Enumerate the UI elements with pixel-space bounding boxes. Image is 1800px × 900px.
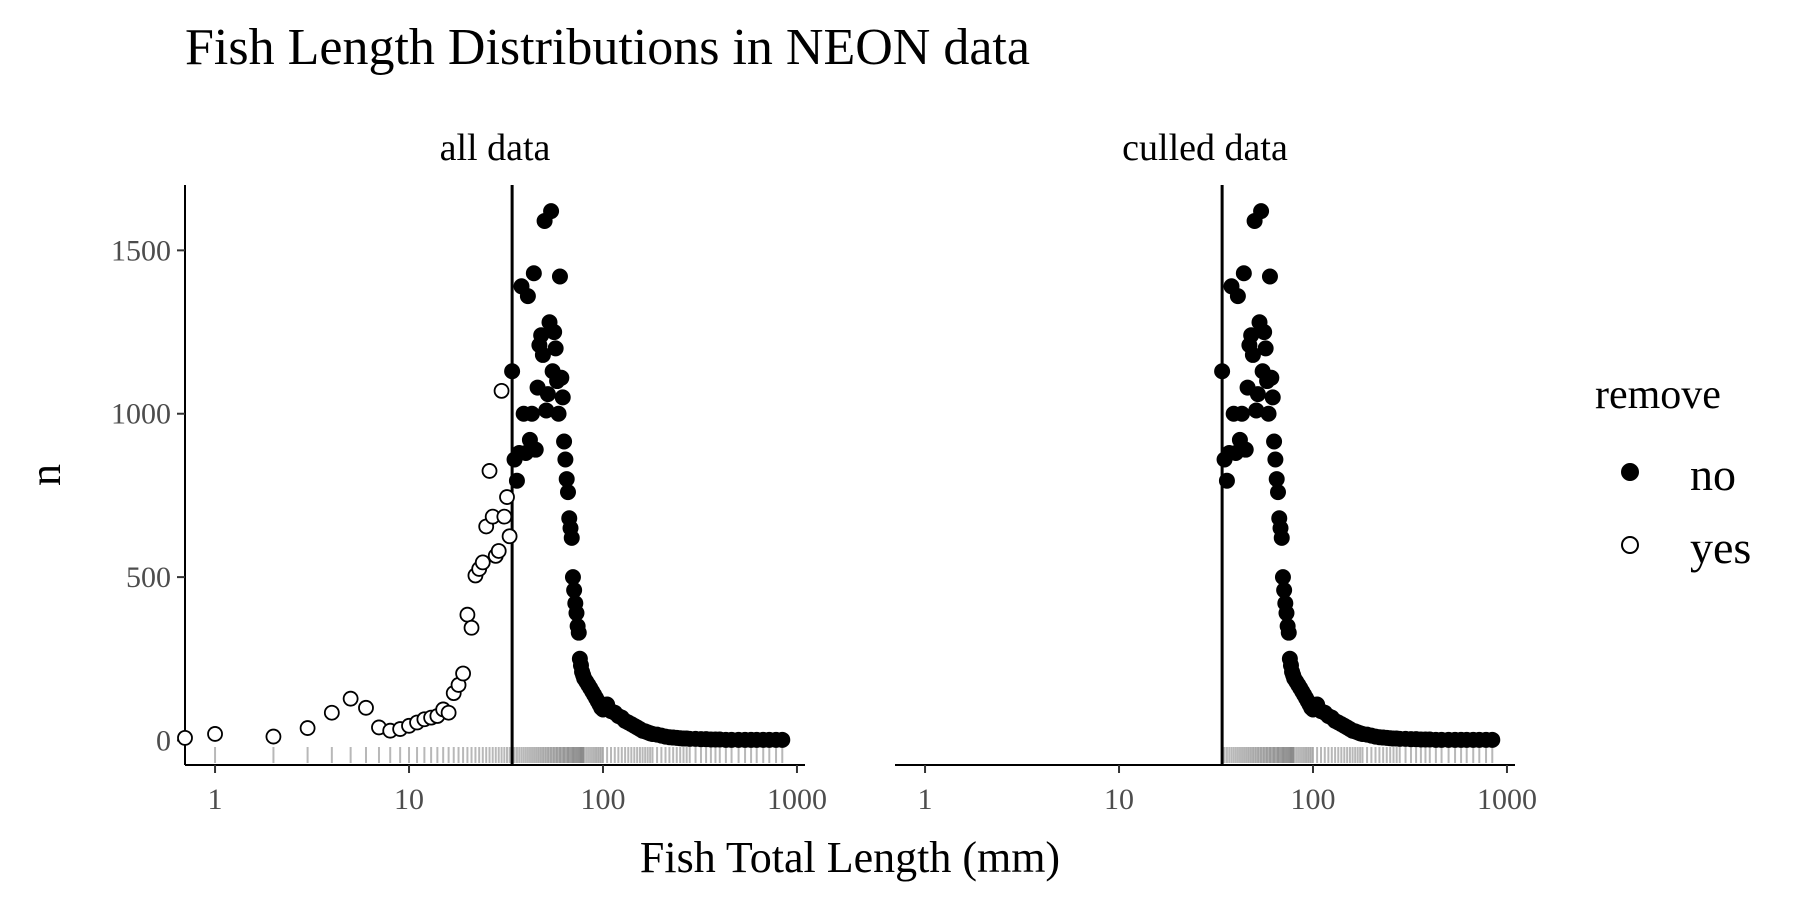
point-no [563,529,580,546]
point-yes [342,690,359,707]
point-no [553,369,570,386]
point-no [1266,433,1283,450]
point-yes [463,619,480,636]
point-yes [455,665,471,682]
y-tick-label: 0 [156,724,171,757]
point-no [1253,203,1270,220]
point-no [519,288,536,305]
point-yes [265,728,282,745]
facet-panels: all data 1 10 100 1000 0 500 1000 1500 culled dat… [111,127,1537,816]
y-tick-label: 1000 [111,398,171,431]
point-no [559,484,576,501]
point-yes [501,528,518,545]
point-yes [358,699,374,716]
point-no [1237,441,1254,458]
point-no [551,268,568,285]
x-tick-label: 1000 [767,783,827,816]
point-yes [474,554,491,571]
point-no [504,363,521,380]
y-tick-label: 1500 [111,234,171,267]
legend-marker-yes [1621,536,1639,554]
point-yes [499,489,515,505]
rug [184,747,784,763]
x-tick-label: 1 [208,783,223,816]
point-no [1218,472,1235,489]
point-no [547,340,564,357]
point-no [554,389,571,406]
point-no [1235,265,1252,282]
point-no [525,265,542,282]
point-no [1263,369,1280,386]
legend: remove no yes [1595,372,1751,573]
legend-label-yes: yes [1690,522,1751,573]
point-no [557,451,574,468]
point-no [539,386,556,403]
point-no [1260,405,1277,422]
point-no [774,731,791,748]
y-tick-label: 500 [126,561,171,594]
point-no [1229,288,1246,305]
point-yes [490,543,507,559]
point-no [556,433,573,450]
legend-title: remove [1595,372,1721,418]
panel-2: culled data 1 10 100 1000 [895,127,1537,816]
point-yes [481,463,498,479]
point-no [1280,624,1297,641]
point-yes [323,704,340,721]
point-yes [493,382,510,399]
point-no [546,324,563,341]
y-axis-label: n [21,464,70,486]
x-axis-label: Fish Total Length (mm) [640,833,1060,882]
point-no [527,441,544,458]
point-no [1269,484,1286,501]
point-yes [207,726,223,742]
panel-1: all data 1 10 100 1000 0 500 1000 1500 [111,127,827,816]
point-yes [496,508,513,525]
rug [1221,747,1494,763]
point-no [1273,529,1290,546]
x-tick-label: 10 [1104,783,1134,816]
point-no [543,203,560,220]
point-no [1267,451,1284,468]
point-no [1249,386,1266,403]
point-no [1264,389,1281,406]
point-no [1244,346,1261,363]
chart-title: Fish Length Distributions in NEON data [185,19,1030,76]
point-no [1214,363,1231,380]
point-no [523,405,540,422]
x-tick-label: 1000 [1477,783,1537,816]
point-yes [440,704,457,721]
x-tick-label: 1 [918,783,933,816]
point-no [550,405,567,422]
x-tick-label: 100 [1290,783,1335,816]
x-tick-label: 100 [580,783,625,816]
legend-label-no: no [1690,449,1736,500]
point-no [508,472,525,489]
point-no [534,346,551,363]
panel-title: all data [440,127,551,169]
point-yes [177,729,193,746]
panel-title: culled data [1122,127,1288,169]
point-no [1256,324,1273,341]
legend-marker-no [1621,463,1639,481]
point-no [570,624,587,641]
point-no [1233,405,1250,422]
x-tick-label: 10 [394,783,424,816]
point-yes [459,606,476,623]
point-no [1484,731,1501,748]
point-yes [299,720,316,736]
point-no [1257,340,1274,357]
point-no [1261,268,1278,285]
